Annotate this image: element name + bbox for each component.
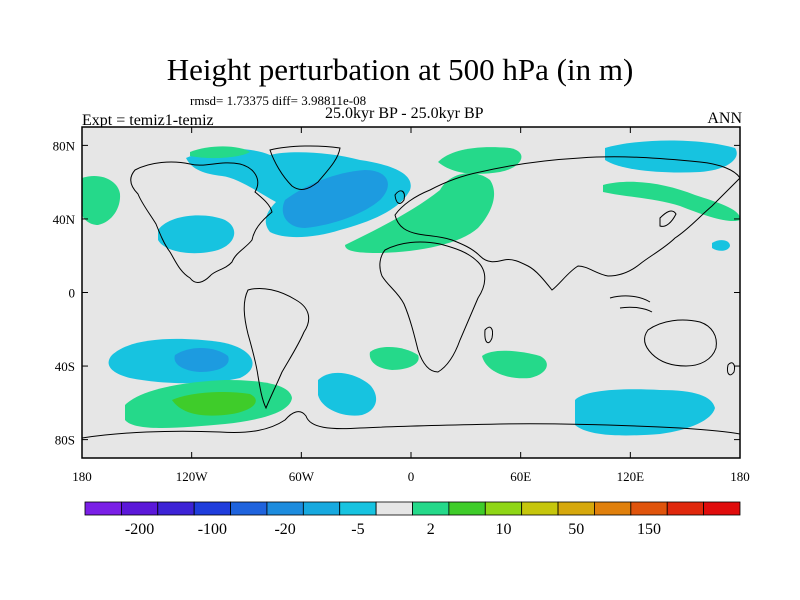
colorbar-label: 10 xyxy=(495,521,511,538)
colorbar-label: 2 xyxy=(427,521,435,538)
y-tick-label: 0 xyxy=(69,286,76,301)
colorbar-label: -200 xyxy=(125,521,154,538)
coast-japan xyxy=(659,210,677,227)
coast-north-america xyxy=(130,161,273,283)
colorbar-swatch xyxy=(484,501,523,516)
coast-antarctica xyxy=(82,411,740,439)
coast-new-zealand xyxy=(727,362,735,376)
colorbar-swatch xyxy=(412,501,450,516)
y-tick-label: 40N xyxy=(53,212,76,227)
x-tick-label: 180 xyxy=(730,469,750,484)
anomaly-southern-ocean-core xyxy=(172,392,256,416)
colorbar-swatch xyxy=(157,501,195,516)
anomaly-south-atlantic-low xyxy=(318,372,377,416)
axis-ticks: 180 120W 60W 0 60E 120E 180 80N 40N 0 40S 80S xyxy=(53,127,750,484)
coast-greenland xyxy=(269,145,341,190)
colorbar-swatch xyxy=(193,501,231,516)
y-tick-label: 40S xyxy=(55,359,75,374)
coast-africa xyxy=(379,241,486,373)
colorbar: -200 -100 -20 -5 2 10 50 150 xyxy=(84,501,741,538)
colorbar-label: 150 xyxy=(637,521,661,538)
anomaly-north-pacific-high xyxy=(82,175,121,225)
coast-australia xyxy=(644,319,717,367)
colorbar-swatch xyxy=(448,501,486,516)
colorbar-swatch xyxy=(557,501,595,516)
colorbar-swatch xyxy=(302,501,341,516)
anomaly-pacific-small-low xyxy=(712,240,730,251)
colorbar-swatch xyxy=(266,501,304,516)
period-label: 25.0kyr BP - 25.0kyr BP xyxy=(325,105,484,122)
coast-indonesia xyxy=(609,295,653,313)
colorbar-swatch xyxy=(84,501,122,516)
coast-madagascar xyxy=(484,326,493,344)
anomaly-north-america-low xyxy=(158,215,235,254)
colorbar-swatch xyxy=(666,501,705,516)
colorbar-swatch xyxy=(630,501,668,516)
colorbar-label: 50 xyxy=(568,521,584,538)
season-label: ANN xyxy=(707,110,742,127)
x-tick-label: 120E xyxy=(617,469,645,484)
colorbar-swatch xyxy=(120,501,159,516)
y-tick-label: 80N xyxy=(53,138,76,153)
anomaly-south-indian-low xyxy=(575,389,715,436)
anomaly-fields xyxy=(82,140,740,436)
colorbar-swatch xyxy=(703,501,741,516)
colorbar-swatch xyxy=(375,501,413,516)
coast-eurasia xyxy=(394,156,740,291)
colorbar-label: -100 xyxy=(198,521,227,538)
anomaly-south-atlantic-high xyxy=(369,346,419,370)
anomaly-indian-ocean-high xyxy=(482,350,547,379)
anomaly-north-atlantic-core xyxy=(282,170,388,228)
x-tick-label: 60E xyxy=(510,469,531,484)
anomaly-siberia-low xyxy=(605,140,737,173)
x-tick-label: 0 xyxy=(408,469,415,484)
colorbar-swatch xyxy=(230,501,268,516)
rmsd-diff-stats: rmsd= 1.73375 diff= 3.98811e-08 xyxy=(190,93,367,108)
colorbar-swatch xyxy=(339,501,377,516)
anomaly-arctic-canada xyxy=(190,146,250,159)
plot-title: Height perturbation at 500 hPa (in m) xyxy=(166,52,634,87)
coast-british-isles xyxy=(394,190,405,204)
experiment-label: Expt = temiz1-temiz xyxy=(82,112,214,129)
y-tick-label: 80S xyxy=(55,433,75,448)
coast-south-america xyxy=(243,287,310,410)
x-tick-label: 120W xyxy=(176,469,209,484)
colorbar-label: -20 xyxy=(274,521,295,538)
x-tick-label: 180 xyxy=(72,469,92,484)
anomaly-south-pacific-core xyxy=(174,347,229,372)
colorbar-swatch xyxy=(594,501,632,516)
colorbar-label: -5 xyxy=(351,521,364,538)
colorbar-swatch xyxy=(521,501,559,516)
anomaly-europe-high xyxy=(345,173,495,253)
coastlines xyxy=(82,145,740,439)
x-tick-label: 60W xyxy=(289,469,315,484)
